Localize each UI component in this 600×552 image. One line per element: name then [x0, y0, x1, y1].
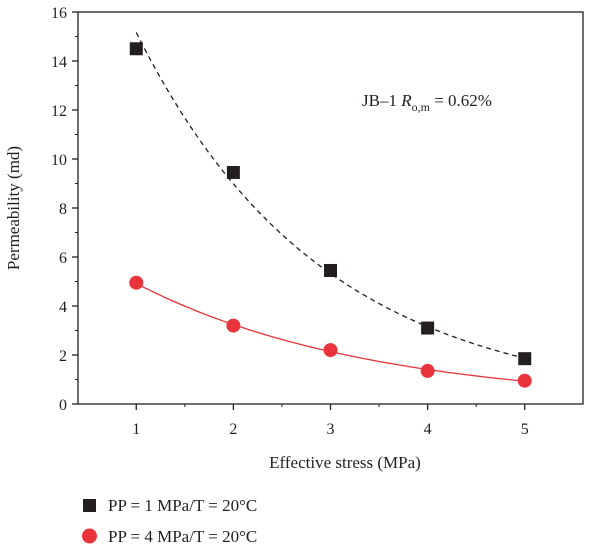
y-tick-label: 2 — [59, 348, 67, 365]
x-axis-title: Effective stress (MPa) — [269, 453, 421, 472]
legend-item-series-2: PP = 4 MPa/T = 20°C — [82, 527, 257, 546]
data-point-series-2 — [129, 275, 144, 290]
data-point-series-2 — [420, 363, 435, 378]
y-tick-label: 8 — [59, 201, 67, 218]
annotation-symbol: R — [400, 91, 412, 110]
x-tick-label: 3 — [327, 421, 335, 438]
legend-label-series-1: PP = 1 MPa/T = 20°C — [108, 496, 257, 515]
legend-square-marker — [83, 499, 96, 512]
data-point-series-1 — [324, 263, 337, 277]
y-tick-label: 10 — [51, 152, 67, 169]
fit-curves — [135, 32, 525, 382]
y-tick-label: 0 — [59, 397, 67, 414]
data-point-series-2 — [517, 373, 532, 388]
data-point-series-1 — [518, 352, 532, 366]
fit-curve-series-1 — [135, 32, 525, 359]
annotation-prefix: JB–1 — [362, 91, 401, 110]
y-axis-ticks: 0 2 4 6 8 10 12 14 16 — [51, 5, 78, 414]
legend-label-series-2: PP = 4 MPa/T = 20°C — [108, 527, 257, 546]
legend: PP = 1 MPa/T = 20°C PP = 4 MPa/T = 20°C — [82, 496, 257, 546]
data-point-series-1 — [421, 321, 435, 335]
annotation-suffix: = 0.62% — [430, 91, 492, 110]
x-tick-label: 1 — [132, 421, 140, 438]
data-point-series-2 — [226, 318, 241, 333]
x-tick-label: 4 — [424, 421, 432, 438]
data-point-series-1 — [226, 165, 240, 179]
data-point-series-1 — [129, 42, 143, 56]
y-tick-label: 12 — [51, 103, 67, 120]
y-axis-title: Permeability (md) — [4, 146, 23, 270]
data-point-series-2 — [323, 343, 338, 358]
fit-curve-series-2 — [135, 282, 525, 382]
legend-item-series-1: PP = 1 MPa/T = 20°C — [83, 496, 257, 515]
x-axis-ticks: 1 2 3 4 5 — [132, 404, 529, 438]
x-tick-label: 5 — [521, 421, 529, 438]
y-tick-label: 4 — [59, 299, 67, 316]
data-points — [129, 42, 532, 388]
sample-annotation: JB–1 Ro,m = 0.62% — [362, 91, 492, 114]
y-tick-label: 14 — [51, 54, 67, 71]
annotation-subscript: o,m — [412, 100, 431, 114]
x-tick-label: 2 — [229, 421, 237, 438]
y-tick-label: 6 — [59, 250, 67, 267]
y-tick-label: 16 — [51, 5, 67, 22]
legend-circle-marker — [82, 528, 97, 544]
